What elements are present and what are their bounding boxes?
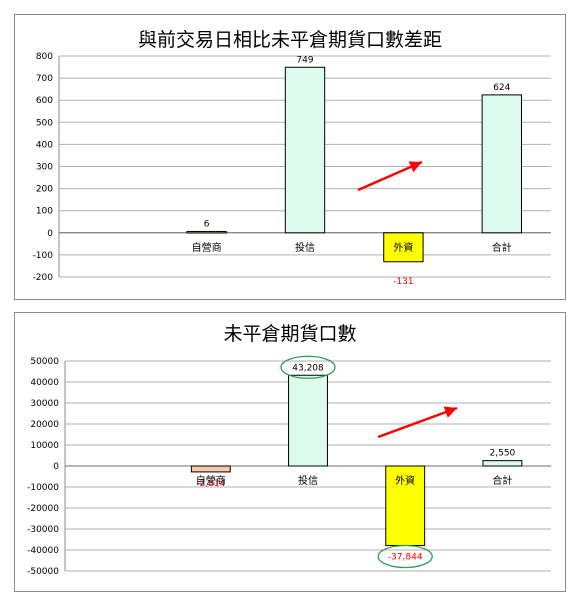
trend-arrowhead [443, 406, 457, 418]
category-label: 合計 [492, 241, 512, 254]
y-tick-label: -10000 [27, 483, 59, 493]
y-tick-label: 800 [36, 52, 53, 62]
category-label: 自營商 [192, 241, 222, 254]
chart-panel-2: 未平倉期貨口數 -50000 -40000 -30000 -20000 -10000 0 1… [14, 312, 566, 592]
label-highlight-circle [280, 355, 336, 379]
y-tick-label: 500 [36, 118, 53, 128]
y-tick-label: 40000 [30, 378, 59, 388]
trend-arrow-shaft [377, 406, 458, 439]
chart-panel-1: 與前交易日相比未平倉期貨口數差距 -200 -100 0 100 200 300 400 50… [14, 14, 566, 300]
y-tick-label: 20000 [30, 420, 59, 430]
bar-合計 [482, 460, 523, 467]
bar-自營商 [190, 465, 231, 473]
data-label: 6 [204, 219, 210, 229]
trend-arrowhead [408, 161, 422, 173]
bar-chart-1: -200 -100 0 100 200 300 400 500 600 700 800 6 自營商 749… [33, 52, 551, 287]
chart-title-2: 未平倉期貨口數 [223, 323, 357, 345]
data-label: 2,550 [490, 449, 516, 459]
category-label: 外資 [395, 475, 415, 487]
y-tick-label: 30000 [30, 399, 59, 409]
bar-投信 [288, 374, 328, 467]
y-tick-label: 400 [36, 140, 53, 150]
bar-合計 [481, 94, 522, 234]
y-tick-label: 700 [36, 74, 53, 84]
category-label: 投信 [295, 241, 315, 254]
category-label: 自營商 [196, 474, 226, 487]
bar-外資 [385, 465, 426, 546]
y-tick-label: 300 [36, 163, 53, 173]
y-tick-label: 10000 [30, 441, 59, 451]
data-label: 624 [493, 83, 510, 93]
data-label: -131 [393, 277, 413, 287]
y-tick-label: 0 [53, 462, 59, 472]
y-tick-label: -50000 [27, 567, 59, 577]
label-highlight-circle [377, 544, 433, 569]
y-tick-label: -200 [33, 273, 54, 283]
y-tick-label: 600 [36, 96, 53, 106]
data-label: 749 [296, 55, 313, 65]
chart-title-1: 與前交易日相比未平倉期貨口數差距 [137, 29, 442, 51]
bar-投信 [284, 66, 326, 234]
y-tick-label: 200 [36, 185, 53, 195]
y-tick-label: 0 [47, 229, 53, 239]
y-tick-label: -40000 [27, 546, 59, 556]
category-highlight [385, 239, 422, 256]
bar-自營商 [186, 230, 227, 234]
data-label: 43,208 [292, 363, 324, 373]
data-label: -2,814 [196, 479, 225, 489]
y-tick-label: -30000 [27, 525, 59, 535]
y-tick-label: 50000 [30, 357, 59, 367]
y-tick-label: -100 [33, 251, 54, 261]
bar-chart-2: -50000 -40000 -30000 -20000 -10000 0 10000 2000… [27, 355, 551, 577]
data-label: -37,844 [388, 552, 423, 562]
category-label: 合計 [492, 474, 512, 487]
category-label: 外資 [393, 242, 413, 254]
category-label: 投信 [298, 474, 318, 487]
y-tick-label: 100 [36, 207, 53, 217]
y-tick-label: -20000 [27, 504, 59, 514]
